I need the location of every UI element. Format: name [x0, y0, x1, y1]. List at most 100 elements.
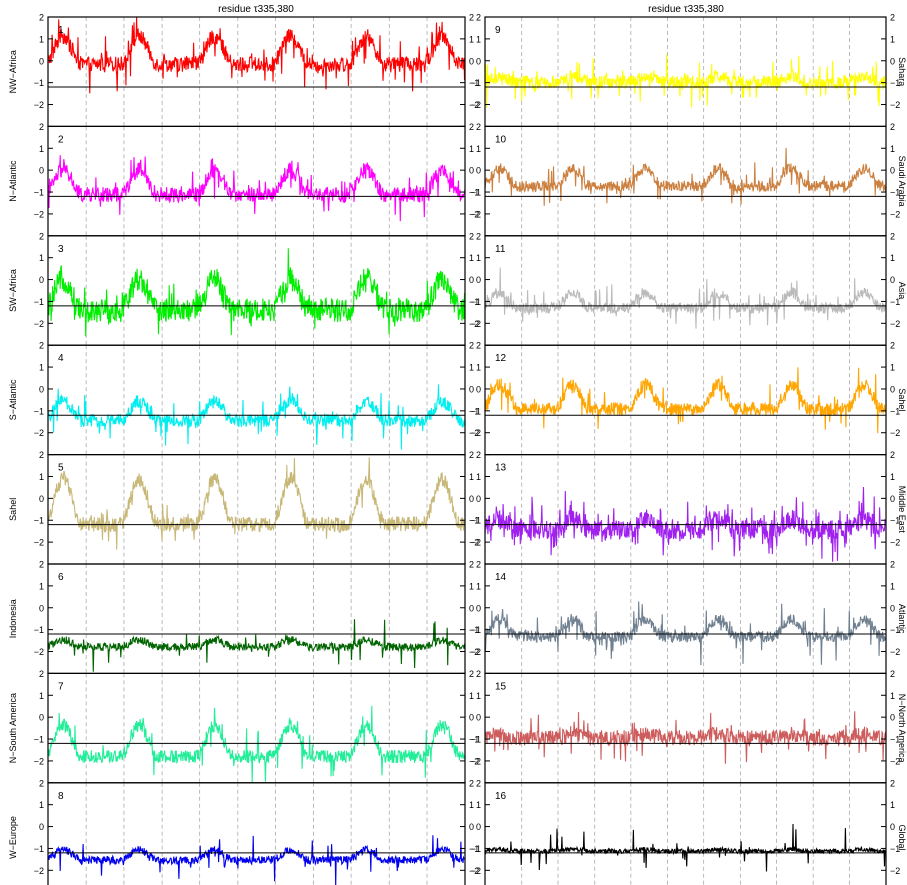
y-tick-label: 1: [476, 363, 481, 373]
y-tick-label: 1: [39, 581, 44, 591]
y-tick-label: 1: [469, 34, 474, 44]
y-tick-label: −2: [34, 756, 44, 766]
panel-frame: [484, 344, 887, 456]
region-label: Asia: [897, 282, 907, 300]
panel-2: 2 21 10 0−1 −1−2 −22N−Atlantic: [8, 122, 479, 237]
y-tick-label: 2: [39, 560, 44, 570]
panel-number: 7: [58, 681, 64, 692]
panel-frame: [47, 782, 466, 885]
y-tick-label: 1: [890, 253, 895, 263]
y-tick-label: 0: [469, 713, 474, 723]
series-line-7: [48, 705, 465, 783]
panel-number: 3: [58, 244, 64, 255]
y-tick-label: −2: [469, 100, 479, 110]
y-tick-label: −1: [890, 188, 900, 198]
y-tick-label: −2: [890, 647, 900, 657]
y-tick-label: 0: [890, 494, 895, 504]
y-tick-label: 1: [890, 144, 895, 154]
y-tick-label: 2: [476, 341, 481, 351]
y-tick-label: −1: [890, 516, 900, 526]
y-tick-label: 0: [39, 713, 44, 723]
panel-number: 11: [495, 244, 506, 255]
region-label: NW−Africa: [8, 50, 18, 93]
y-tick-label: −2: [34, 100, 44, 110]
y-tick-label: 0: [469, 603, 474, 613]
y-tick-label: 2: [476, 669, 481, 679]
y-tick-label: −2: [469, 538, 479, 548]
series-line-16: [485, 823, 886, 872]
region-label: Saudi Arabia: [897, 156, 907, 207]
y-tick-label: 0: [476, 713, 481, 723]
y-tick-label: −2: [469, 866, 479, 876]
panel-frame: [47, 563, 466, 675]
panel-4: 2 21 10 0−1 −1−2 −24S−Atlantic: [8, 341, 479, 456]
y-tick-label: 2: [469, 231, 474, 241]
panel-frame: [47, 125, 466, 237]
y-tick-label: 0: [890, 56, 895, 66]
region-label: Atlantic: [897, 604, 907, 634]
y-tick-label: 1: [469, 800, 474, 810]
region-label: S−Atlantic: [8, 379, 18, 420]
y-tick-label: 1: [476, 800, 481, 810]
y-tick-label: 1: [476, 581, 481, 591]
y-tick-label: −1: [469, 406, 479, 416]
y-tick-label: −2: [471, 428, 481, 438]
left-column-title: residue τ335,380: [218, 4, 294, 15]
y-tick-label: 1: [476, 253, 481, 263]
region-label: N−South America: [8, 693, 18, 763]
y-tick-label: 0: [39, 822, 44, 832]
y-tick-label: −1: [890, 406, 900, 416]
y-tick-label: 1: [39, 253, 44, 263]
y-tick-label: 2: [39, 341, 44, 351]
y-tick-label: 2: [890, 778, 895, 788]
y-tick-label: −2: [469, 209, 479, 219]
y-tick-label: 2: [39, 231, 44, 241]
panel-frame: [484, 235, 887, 346]
panel-frame: [47, 672, 466, 784]
y-tick-label: −1: [34, 516, 44, 526]
y-tick-label: 1: [469, 472, 474, 482]
y-tick-label: −1: [471, 516, 481, 526]
panel-frame: [47, 235, 466, 346]
y-tick-label: 2: [39, 122, 44, 132]
y-tick-label: 2: [890, 669, 895, 679]
y-tick-label: −2: [890, 319, 900, 329]
y-tick-label: 1: [476, 472, 481, 482]
y-tick-label: 0: [39, 384, 44, 394]
series-line-4: [48, 384, 465, 450]
y-tick-label: 2: [469, 450, 474, 460]
series-line-3: [48, 248, 465, 337]
region-label: Global: [897, 824, 907, 850]
y-tick-label: 0: [469, 166, 474, 176]
y-tick-label: 2: [39, 778, 44, 788]
y-tick-label: −1: [34, 844, 44, 854]
panel-number: 15: [495, 681, 507, 692]
panel-8: 2 21 10 0−1 −1−2 −28W−Europe: [8, 778, 479, 885]
y-tick-label: 0: [476, 494, 481, 504]
y-tick-label: −2: [890, 100, 900, 110]
panel-number: 12: [495, 353, 507, 364]
y-tick-label: −1: [471, 844, 481, 854]
panel-frame: [484, 672, 887, 784]
y-tick-label: −1: [890, 297, 900, 307]
y-tick-label: 0: [890, 713, 895, 723]
y-tick-label: 0: [476, 56, 481, 66]
y-tick-label: −1: [34, 78, 44, 88]
panel-number: 4: [58, 353, 64, 364]
y-tick-label: −1: [34, 735, 44, 745]
series-line-14: [485, 601, 886, 666]
y-tick-label: 1: [890, 691, 895, 701]
y-tick-label: 2: [476, 122, 481, 132]
panel-number: 16: [495, 791, 507, 802]
y-tick-label: 0: [39, 603, 44, 613]
